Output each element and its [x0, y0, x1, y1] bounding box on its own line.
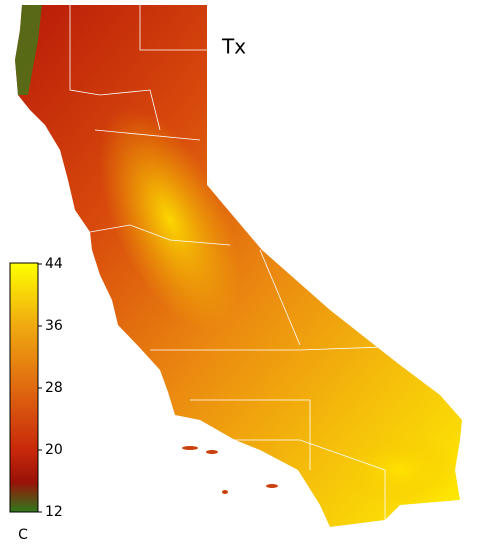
- tick-label: 44: [45, 256, 63, 272]
- tick-label: 20: [45, 442, 63, 458]
- tick-label: 28: [45, 380, 63, 396]
- map-title: Tx: [221, 35, 246, 59]
- colorbar-unit: C: [18, 527, 28, 543]
- california-map: [15, 5, 462, 527]
- colorbar: [9, 262, 39, 513]
- coastal-green: [15, 5, 42, 95]
- tick-label: 12: [45, 504, 63, 520]
- islands: [182, 446, 278, 494]
- desert: [340, 435, 460, 505]
- tick-label: 36: [45, 318, 63, 334]
- colorbar-ticks: 12 20 28 36 44: [38, 256, 63, 520]
- county-lines: [69, 5, 441, 520]
- central-valley: [98, 108, 242, 332]
